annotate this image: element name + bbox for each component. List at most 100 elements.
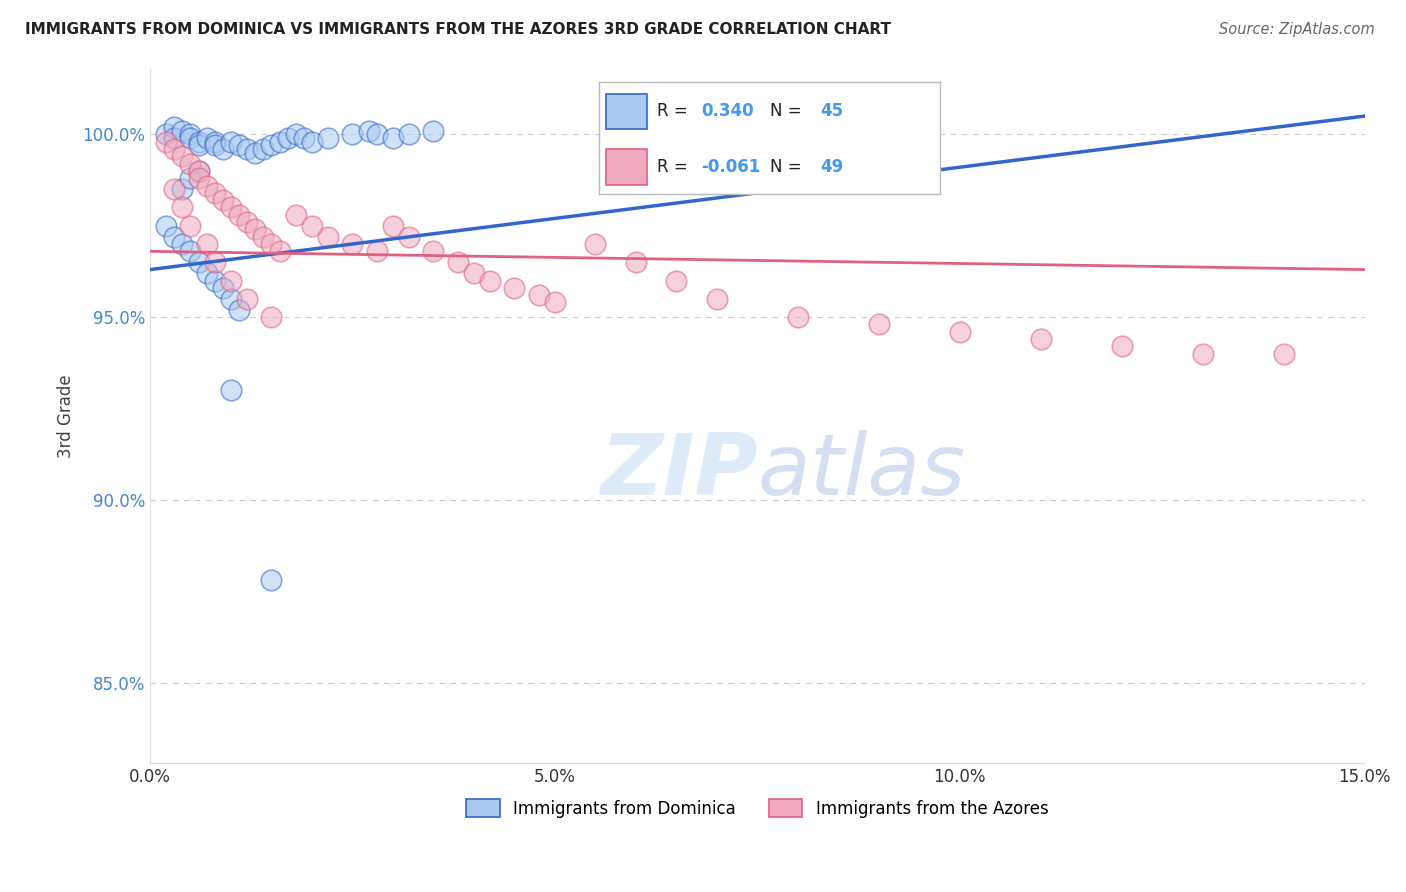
Point: [236, 142, 259, 156]
Point: [260, 237, 283, 252]
Text: IMMIGRANTS FROM DOMINICA VS IMMIGRANTS FROM THE AZORES 3RD GRADE CORRELATION CHA: IMMIGRANTS FROM DOMINICA VS IMMIGRANTS F…: [25, 22, 891, 37]
Point: [527, 288, 550, 302]
Point: [366, 128, 388, 142]
Point: [179, 131, 201, 145]
Point: [236, 215, 259, 229]
Point: [316, 131, 339, 145]
Point: [544, 295, 567, 310]
Point: [381, 219, 404, 233]
Point: [949, 325, 972, 339]
Point: [583, 237, 606, 252]
Point: [204, 186, 226, 200]
Point: [187, 171, 209, 186]
Point: [172, 201, 194, 215]
Point: [187, 138, 209, 153]
Point: [398, 128, 420, 142]
Point: [245, 222, 267, 236]
Point: [228, 208, 250, 222]
Point: [786, 310, 808, 325]
Point: [1191, 346, 1213, 360]
Point: [195, 178, 218, 193]
Point: [172, 237, 194, 252]
Y-axis label: 3rd Grade: 3rd Grade: [58, 374, 75, 458]
Point: [252, 142, 274, 156]
Point: [155, 128, 177, 142]
Point: [179, 171, 201, 186]
Point: [163, 182, 186, 196]
Text: ZIP: ZIP: [600, 430, 758, 513]
Point: [269, 244, 291, 259]
Point: [260, 310, 283, 325]
Point: [187, 135, 209, 149]
Point: [1111, 339, 1133, 353]
Point: [422, 123, 444, 137]
Point: [706, 292, 728, 306]
Point: [366, 244, 388, 259]
Point: [187, 164, 209, 178]
Point: [219, 135, 242, 149]
Point: [219, 274, 242, 288]
Point: [228, 302, 250, 317]
Point: [228, 138, 250, 153]
Point: [284, 128, 307, 142]
Point: [163, 142, 186, 156]
Point: [284, 208, 307, 222]
Point: [260, 574, 283, 588]
Text: atlas: atlas: [758, 430, 966, 513]
Point: [277, 131, 299, 145]
Point: [219, 383, 242, 397]
Point: [212, 142, 235, 156]
Point: [204, 255, 226, 269]
Point: [357, 123, 380, 137]
Point: [179, 128, 201, 142]
Point: [163, 120, 186, 134]
Point: [155, 219, 177, 233]
Point: [463, 266, 485, 280]
Point: [204, 274, 226, 288]
Point: [301, 219, 323, 233]
Text: Source: ZipAtlas.com: Source: ZipAtlas.com: [1219, 22, 1375, 37]
Point: [236, 292, 259, 306]
Point: [342, 128, 364, 142]
Point: [172, 123, 194, 137]
Point: [301, 135, 323, 149]
Point: [163, 131, 186, 145]
Point: [316, 229, 339, 244]
Point: [292, 131, 315, 145]
Point: [195, 237, 218, 252]
Point: [447, 255, 470, 269]
Point: [187, 164, 209, 178]
Point: [503, 281, 526, 295]
Point: [195, 131, 218, 145]
Point: [245, 145, 267, 160]
Point: [1029, 332, 1052, 346]
Point: [868, 318, 890, 332]
Point: [204, 135, 226, 149]
Point: [1272, 346, 1295, 360]
Point: [398, 229, 420, 244]
Point: [204, 138, 226, 153]
Point: [179, 219, 201, 233]
Point: [195, 266, 218, 280]
Point: [179, 156, 201, 170]
Point: [624, 255, 647, 269]
Point: [155, 135, 177, 149]
Point: [219, 201, 242, 215]
Point: [381, 131, 404, 145]
Point: [212, 193, 235, 207]
Point: [269, 135, 291, 149]
Point: [252, 229, 274, 244]
Point: [342, 237, 364, 252]
Point: [665, 274, 688, 288]
Point: [179, 244, 201, 259]
Point: [260, 138, 283, 153]
Point: [187, 255, 209, 269]
Point: [172, 149, 194, 163]
Point: [219, 292, 242, 306]
Point: [479, 274, 502, 288]
Point: [212, 281, 235, 295]
Point: [163, 229, 186, 244]
Point: [172, 182, 194, 196]
Legend: Immigrants from Dominica, Immigrants from the Azores: Immigrants from Dominica, Immigrants fro…: [460, 793, 1054, 824]
Point: [422, 244, 444, 259]
